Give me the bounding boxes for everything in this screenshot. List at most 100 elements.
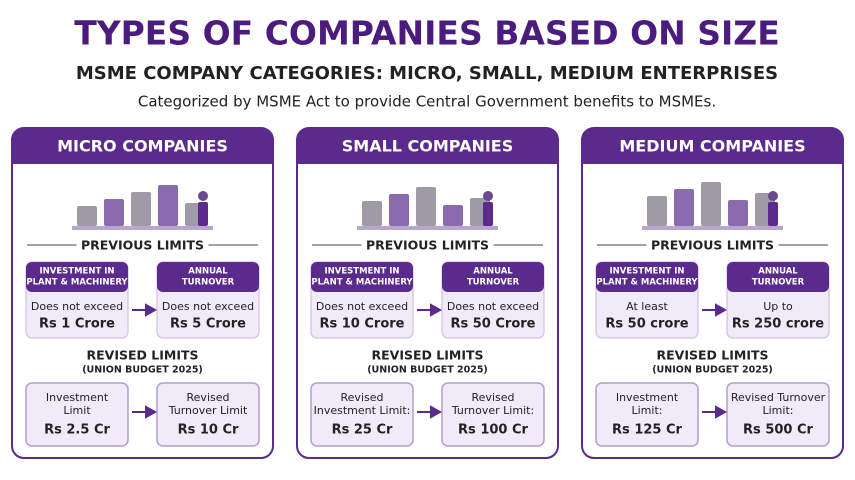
illustration-person: [198, 191, 208, 201]
illustration-shape: [701, 182, 721, 226]
revised-value: Rs 100 Cr: [458, 423, 528, 438]
limit-box-head: [26, 262, 128, 292]
limit-box-head: [596, 262, 698, 292]
revised-value: Rs 2.5 Cr: [44, 423, 110, 438]
section-label: PREVIOUS LIMITS: [81, 238, 204, 253]
limit-head: INVESTMENT IN: [325, 267, 400, 277]
subtitle: MSME COMPANY CATEGORIES: MICRO, SMALL, M…: [76, 63, 778, 84]
illustration-shape: [647, 196, 667, 226]
illustration-person: [483, 191, 493, 201]
limit-head: INVESTMENT IN: [610, 267, 685, 277]
limit-head: ANNUAL: [473, 267, 513, 277]
illustration-person: [483, 202, 493, 226]
illustration-shape: [728, 200, 748, 226]
illustration-shape: [104, 199, 124, 226]
limit-text: Up to: [763, 300, 793, 313]
revised-label: Investment: [46, 391, 109, 404]
limit-box-head: [157, 262, 259, 292]
card-header: [297, 128, 558, 164]
revised-label: Limit:: [763, 404, 794, 417]
card-title: MICRO COMPANIES: [57, 137, 228, 156]
illustration-person: [768, 191, 778, 201]
limit-head: PLANT & MACHINERY: [311, 278, 413, 288]
title: TYPES OF COMPANIES BASED ON SIZE: [74, 14, 780, 53]
revised-box: [595, 382, 699, 447]
revised-label: Turnover Limit:: [451, 404, 534, 417]
limit-text: Does not exceed: [447, 300, 539, 313]
illustration-shape: [443, 205, 463, 226]
illustration-shape: [389, 194, 409, 226]
limit-head: TURNOVER: [467, 278, 520, 288]
limit-value: Rs 1 Crore: [39, 317, 115, 332]
revised-value: Rs 125 Cr: [612, 423, 682, 438]
revised-value: Rs 10 Cr: [178, 423, 239, 438]
description: Categorized by MSME Act to provide Centr…: [138, 93, 716, 111]
arrow: [702, 303, 728, 317]
revised-box: [726, 382, 830, 447]
limit-head: ANNUAL: [758, 267, 798, 277]
limit-value: Rs 10 Crore: [319, 317, 404, 332]
card-title: SMALL COMPANIES: [342, 137, 514, 156]
arrow: [132, 405, 158, 419]
section-sublabel: (UNION BUDGET 2025): [367, 365, 488, 376]
section-label: REVISED LIMITS: [657, 348, 769, 363]
limit-head: INVESTMENT IN: [40, 267, 115, 277]
arrow: [702, 405, 728, 419]
limit-text: Does not exceed: [31, 300, 123, 313]
limit-value: Rs 50 crore: [605, 317, 688, 332]
illustration-person: [198, 202, 208, 226]
revised-label: Turnover Limit: [168, 404, 248, 417]
card-title: MEDIUM COMPANIES: [619, 137, 805, 156]
limit-text: At least: [626, 300, 668, 313]
section-label: PREVIOUS LIMITS: [366, 238, 489, 253]
arrow: [132, 303, 158, 317]
revised-label: Revised: [472, 391, 515, 404]
limit-box-head: [311, 262, 413, 292]
limit-head: TURNOVER: [752, 278, 805, 288]
limit-value: Rs 50 Crore: [450, 317, 535, 332]
illustration-shape: [416, 187, 436, 226]
revised-label: Revised: [341, 391, 384, 404]
limit-box-head: [442, 262, 544, 292]
limit-head: ANNUAL: [188, 267, 228, 277]
card-header: [12, 128, 273, 164]
limit-value: Rs 5 Crore: [170, 317, 246, 332]
illustration-floor: [72, 226, 213, 230]
revised-box: [441, 382, 545, 447]
limit-text: Does not exceed: [162, 300, 254, 313]
illustration-floor: [357, 226, 498, 230]
illustration-shape: [158, 185, 178, 226]
limit-text: Does not exceed: [316, 300, 408, 313]
arrow: [417, 303, 443, 317]
revised-label: Revised Turnover: [731, 391, 826, 404]
illustration-floor: [642, 226, 783, 230]
revised-box: [25, 382, 129, 447]
revised-box: [310, 382, 414, 447]
section-label: PREVIOUS LIMITS: [651, 238, 774, 253]
illustration-shape: [77, 206, 97, 226]
illustration-shape: [362, 201, 382, 226]
revised-box: [156, 382, 260, 447]
limit-head: TURNOVER: [182, 278, 235, 288]
illustration-person: [768, 202, 778, 226]
limit-head: PLANT & MACHINERY: [596, 278, 698, 288]
section-label: REVISED LIMITS: [87, 348, 199, 363]
card-header: [582, 128, 843, 164]
revised-value: Rs 25 Cr: [332, 423, 393, 438]
section-sublabel: (UNION BUDGET 2025): [652, 365, 773, 376]
limit-box-head: [727, 262, 829, 292]
section-sublabel: (UNION BUDGET 2025): [82, 365, 203, 376]
revised-label: Revised: [187, 391, 230, 404]
illustration-shape: [674, 189, 694, 226]
revised-label: Limit: [63, 404, 91, 417]
revised-label: Investment Limit:: [314, 404, 411, 417]
limit-head: PLANT & MACHINERY: [26, 278, 128, 288]
arrow: [417, 405, 443, 419]
section-label: REVISED LIMITS: [372, 348, 484, 363]
revised-value: Rs 500 Cr: [743, 423, 813, 438]
revised-label: Limit:: [632, 404, 663, 417]
illustration-shape: [131, 192, 151, 226]
revised-label: Investment: [616, 391, 679, 404]
limit-value: Rs 250 crore: [732, 317, 824, 332]
